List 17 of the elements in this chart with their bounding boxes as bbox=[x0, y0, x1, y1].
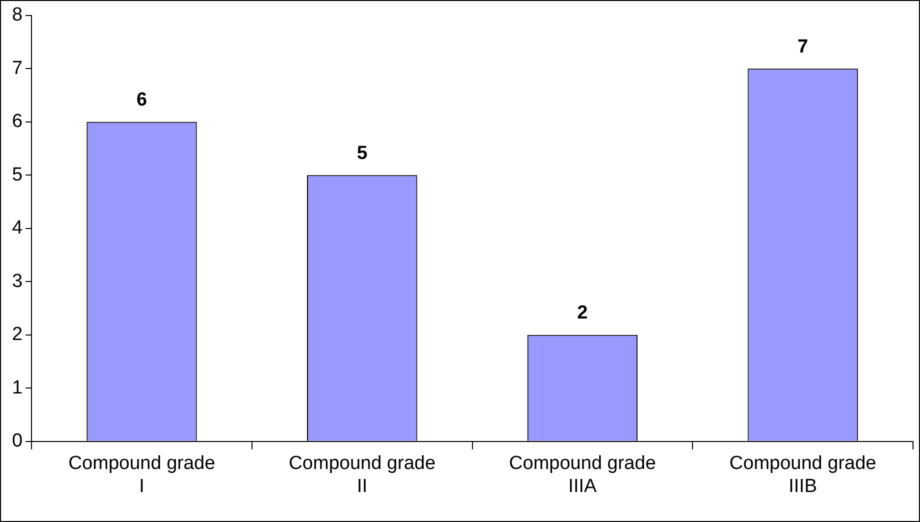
y-tick-label: 7 bbox=[12, 58, 23, 79]
y-tick-label: 5 bbox=[12, 164, 23, 186]
x-tick-label: Compound grade II bbox=[288, 453, 436, 497]
y-tick-label: 8 bbox=[12, 4, 23, 26]
x-tick-label: Compound grade I bbox=[68, 453, 216, 497]
data-label: 6 bbox=[136, 90, 148, 111]
y-tick-label: 4 bbox=[12, 218, 23, 239]
y-tick-label: 3 bbox=[12, 270, 23, 292]
x-tick-label: Compound grade IIIA bbox=[509, 453, 656, 497]
x-tick-label: Compound grade IIIB bbox=[729, 453, 876, 497]
data-label: 5 bbox=[356, 142, 368, 164]
y-tick-label: 1 bbox=[12, 377, 23, 398]
y-tick-label: 0 bbox=[12, 430, 23, 452]
y-tick-label: 6 bbox=[12, 111, 23, 132]
y-tick-label: 2 bbox=[12, 324, 23, 346]
data-label: 7 bbox=[798, 36, 808, 58]
data-label: 2 bbox=[577, 302, 588, 324]
